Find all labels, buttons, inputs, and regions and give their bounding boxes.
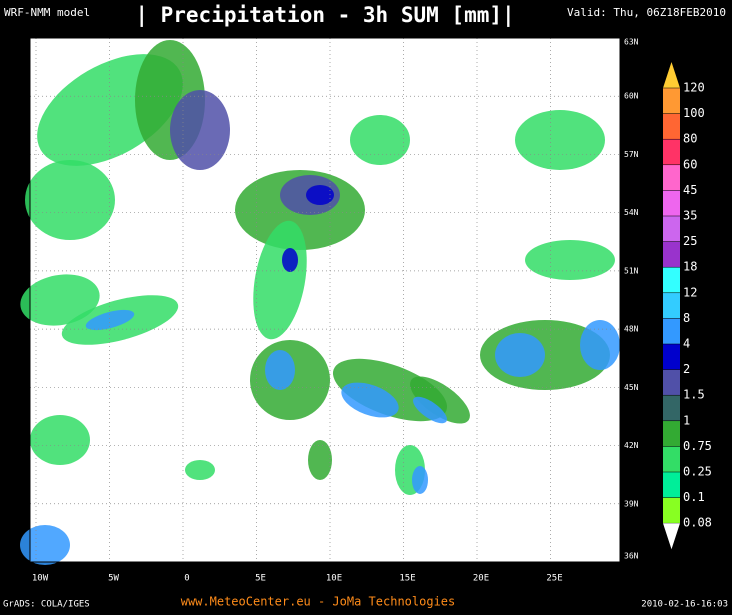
legend-label: 35 [683, 209, 697, 223]
legend-label: 120 [683, 81, 705, 95]
precip-area [525, 240, 615, 280]
precip-area [265, 350, 295, 390]
footer-source: www.MeteoCenter.eu - JoMa Technologies [181, 595, 456, 609]
precip-area [170, 90, 230, 170]
map-title: | Precipitation - 3h SUM [mm]| [135, 3, 514, 28]
valid-time: Valid: Thu, 06Z18FEB2010 [567, 6, 726, 19]
lon-label: 10E [326, 574, 342, 584]
legend-band [663, 267, 680, 293]
legend-band [663, 446, 680, 472]
lat-label: 60N [624, 92, 639, 101]
legend-band [663, 318, 680, 344]
color-legend: 120 100 80 60 45 35 25 18 12 8 4 2 1.5 1 0.75 0.25 0.1 0.… [663, 62, 712, 550]
lat-label: 36N [624, 552, 639, 561]
precip-area [495, 333, 545, 377]
lat-label: 48N [624, 325, 639, 334]
legend-band [663, 497, 680, 524]
legend-label: 80 [683, 132, 697, 146]
legend-label: 25 [683, 234, 697, 248]
legend-band [663, 139, 680, 165]
legend-band [663, 164, 680, 191]
lat-label: 45N [624, 383, 639, 392]
legend-label: 100 [683, 106, 705, 120]
legend-band [663, 216, 680, 242]
legend-label: 1 [683, 413, 690, 427]
legend-band [663, 420, 680, 447]
legend-label: 0.08 [683, 516, 712, 530]
lon-label: 5E [255, 574, 266, 584]
legend-band [663, 113, 680, 140]
precip-area [20, 525, 70, 565]
precip-field [20, 40, 620, 565]
lon-label: 15E [399, 574, 415, 584]
legend-label: 45 [683, 183, 697, 197]
lat-label: 42N [624, 441, 639, 450]
legend-label: 8 [683, 311, 690, 325]
lon-label: 5W [108, 574, 119, 584]
precip-area [30, 415, 90, 465]
graticule [30, 37, 620, 563]
legend-label: 1.5 [683, 388, 705, 402]
lon-label: 0 [184, 574, 189, 584]
precip-area [515, 110, 605, 170]
lon-label: 10W [32, 574, 49, 584]
legend-band [663, 344, 680, 370]
precip-area [25, 160, 115, 240]
precip-area [85, 309, 135, 331]
legend-band [663, 190, 680, 216]
legend-band [663, 369, 680, 396]
legend-label: 60 [683, 157, 697, 171]
model-label: WRF-NMM model [4, 6, 90, 19]
precip-area [308, 440, 332, 480]
precip-area [410, 376, 470, 424]
footer-credit: GrADS: COLA/IGES [3, 600, 90, 610]
legend-label: 4 [683, 337, 690, 351]
map-frame [29, 37, 621, 563]
precip-area [412, 396, 448, 424]
legend-band [663, 395, 680, 421]
lon-label: 25E [546, 574, 562, 584]
lat-label: 39N [624, 499, 639, 508]
precip-area [282, 248, 298, 272]
lon-label: 20E [473, 574, 489, 584]
precip-area [350, 115, 410, 165]
precip-area [306, 185, 334, 205]
precip-area [580, 320, 620, 370]
precip-area [341, 382, 399, 418]
legend-label: 12 [683, 285, 697, 299]
legend-band [663, 241, 680, 268]
legend-label: 0.75 [683, 439, 712, 453]
legend-label: 2 [683, 362, 690, 376]
legend-label: 18 [683, 260, 697, 274]
lat-label: 63N [624, 38, 639, 47]
legend-cap-bottom [663, 523, 680, 550]
legend-label: 0.1 [683, 490, 705, 504]
legend-band [663, 472, 680, 498]
lat-label: 51N [624, 266, 639, 275]
legend-band [663, 88, 680, 114]
lat-label: 54N [624, 208, 639, 217]
footer-timestamp: 2010-02-16-16:03 [641, 600, 728, 610]
legend-label: 0.25 [683, 465, 712, 479]
precip-area [185, 460, 215, 480]
precip-area [20, 274, 100, 326]
lat-label: 57N [624, 150, 639, 159]
precip-area [412, 466, 428, 494]
legend-cap-top [663, 62, 680, 88]
legend-band [663, 292, 680, 319]
